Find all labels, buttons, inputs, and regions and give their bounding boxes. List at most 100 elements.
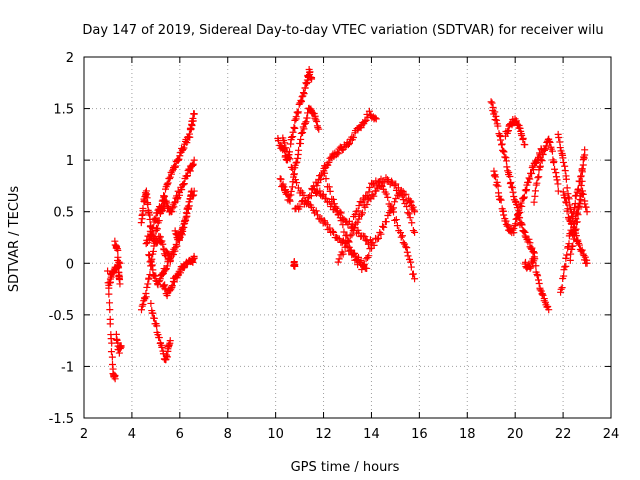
data-point	[531, 187, 539, 195]
data-point	[379, 222, 387, 230]
data-point	[534, 272, 542, 280]
data-point	[340, 228, 348, 236]
data-point	[156, 233, 164, 241]
data-point	[190, 254, 198, 262]
data-point	[504, 127, 512, 135]
data-point	[503, 163, 511, 171]
chart-title: Day 147 of 2019, Sidereal Day-to-day VTE…	[82, 23, 603, 38]
data-point	[578, 168, 586, 176]
data-point	[526, 264, 534, 272]
data-point	[405, 210, 413, 218]
data-point	[583, 259, 591, 267]
data-point	[373, 182, 381, 190]
data-point	[518, 202, 526, 210]
data-point	[289, 128, 297, 136]
data-point	[313, 211, 321, 219]
data-point	[553, 176, 561, 184]
data-point	[384, 212, 392, 220]
x-tick-label: 24	[603, 427, 620, 442]
data-point	[411, 228, 419, 236]
x-tick-label: 2	[80, 427, 88, 442]
data-point	[348, 220, 356, 228]
data-point	[139, 300, 147, 308]
data-point	[333, 207, 341, 215]
data-point	[372, 115, 380, 123]
data-point	[362, 116, 370, 124]
data-point	[300, 90, 308, 98]
data-point	[397, 233, 405, 241]
data-point	[576, 199, 584, 207]
data-point	[138, 211, 146, 219]
data-point	[532, 262, 540, 270]
data-point	[376, 229, 384, 237]
x-tick-label: 12	[315, 427, 332, 442]
data-point	[545, 306, 553, 314]
data-point	[496, 195, 504, 203]
data-point	[493, 116, 501, 124]
data-point	[541, 146, 549, 154]
data-point	[388, 177, 396, 185]
data-point	[329, 227, 337, 235]
x-tick-label: 16	[411, 427, 428, 442]
data-point	[339, 250, 347, 258]
data-point	[370, 192, 378, 200]
data-point	[353, 218, 361, 226]
data-point	[533, 179, 541, 187]
data-point	[496, 132, 504, 140]
data-point	[164, 179, 172, 187]
data-point	[409, 227, 417, 235]
data-point	[513, 215, 521, 223]
data-point	[392, 216, 400, 224]
data-point	[302, 118, 310, 126]
data-point	[108, 339, 116, 347]
data-point	[173, 242, 181, 250]
data-point	[290, 171, 298, 179]
data-point	[163, 249, 171, 257]
data-point	[171, 244, 179, 252]
data-point	[526, 175, 534, 183]
data-point	[498, 140, 506, 148]
data-point	[398, 232, 406, 240]
data-point	[325, 183, 333, 191]
data-point	[363, 237, 371, 245]
data-point	[393, 222, 401, 230]
data-point	[105, 290, 113, 298]
x-tick-label: 6	[176, 427, 184, 442]
data-point	[365, 188, 373, 196]
data-point	[297, 98, 305, 106]
data-point	[538, 157, 546, 165]
data-point	[189, 192, 197, 200]
data-point	[492, 173, 500, 181]
data-point	[574, 185, 582, 193]
y-tick-label: 2	[66, 51, 74, 66]
data-point	[180, 180, 188, 188]
data-point	[390, 208, 398, 216]
data-point	[336, 214, 344, 222]
data-point	[334, 150, 342, 158]
data-point	[345, 238, 353, 246]
plot-frame	[83, 56, 612, 419]
data-point	[561, 167, 569, 175]
data-point	[360, 260, 368, 268]
data-point	[578, 246, 586, 254]
data-point	[304, 78, 312, 86]
data-point	[321, 169, 329, 177]
data-point	[329, 195, 337, 203]
data-point	[137, 306, 145, 314]
data-point	[303, 80, 311, 88]
data-point	[292, 159, 300, 167]
data-point	[512, 215, 520, 223]
data-point	[535, 280, 543, 288]
data-point	[500, 148, 508, 156]
data-point	[524, 178, 532, 186]
data-point	[575, 239, 583, 247]
data-point	[525, 235, 533, 243]
data-point	[316, 187, 324, 195]
data-point	[189, 160, 197, 168]
data-point	[106, 279, 114, 287]
data-point	[168, 282, 176, 290]
data-point	[108, 353, 116, 361]
data-point	[505, 168, 513, 176]
data-point	[190, 110, 198, 118]
data-point	[179, 145, 187, 153]
